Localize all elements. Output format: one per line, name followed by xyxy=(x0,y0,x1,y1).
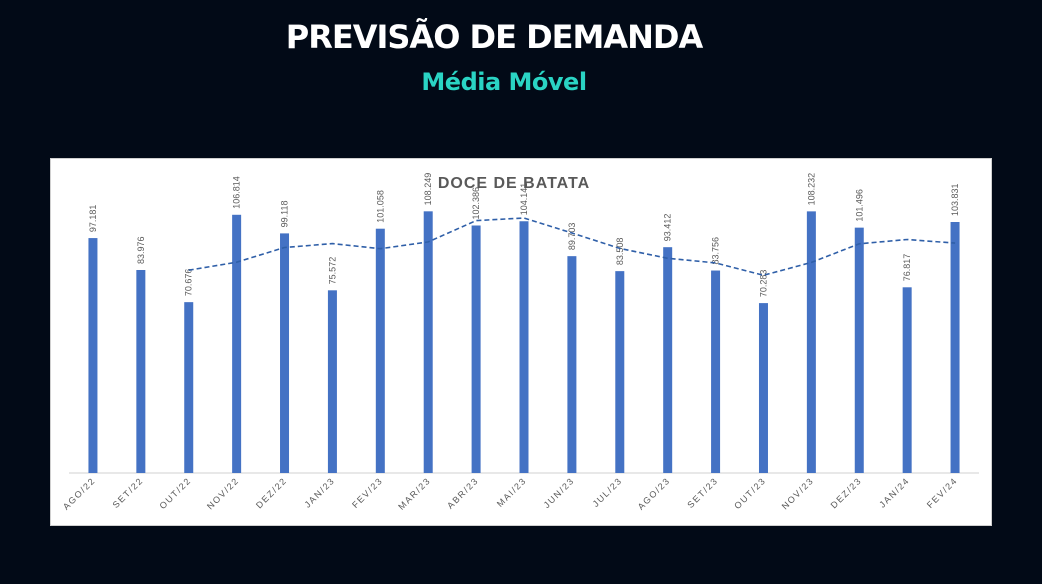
data-label: 99.118 xyxy=(280,201,290,228)
data-label: 106.814 xyxy=(232,176,242,209)
x-tick-label: JAN/24 xyxy=(877,475,911,509)
bar-abr-23 xyxy=(471,225,481,473)
moving-average-line xyxy=(188,217,956,277)
x-tick-label: MAR/23 xyxy=(396,475,432,511)
x-tick-label: FEV/23 xyxy=(350,475,385,510)
data-label: 108.232 xyxy=(806,173,816,206)
bar-nov-22 xyxy=(232,214,242,473)
x-tick-label: SET/23 xyxy=(685,475,720,510)
demand-chart: DOCE DE BATATA 97.181 83.976 70.676 106.814… xyxy=(61,173,979,512)
page-title: PREVISÃO DE DEMANDA xyxy=(285,18,703,56)
x-tick-label: OUT/22 xyxy=(157,475,193,511)
x-tick-label: AGO/23 xyxy=(636,475,672,511)
data-label: 103.831 xyxy=(950,183,960,216)
bar-dez-23 xyxy=(854,227,864,473)
data-label: 83.976 xyxy=(136,236,146,264)
x-tick-label: JUN/23 xyxy=(542,475,577,510)
chart-container: DOCE DE BATATA 97.181 83.976 70.676 106.814… xyxy=(50,158,992,526)
x-tick-label: FEV/24 xyxy=(925,475,960,510)
x-tick-label: DEZ/23 xyxy=(829,475,864,510)
page-subtitle: Média Móvel xyxy=(421,68,587,96)
data-label: 70.283 xyxy=(758,270,768,298)
data-label: 83.508 xyxy=(615,238,625,266)
bar-mar-23 xyxy=(423,211,433,473)
bar-nov-23 xyxy=(806,211,816,473)
bar-set-22 xyxy=(136,269,146,473)
bar-mai-23 xyxy=(519,221,529,473)
data-label: 102.386 xyxy=(471,187,481,220)
chart-title: DOCE DE BATATA xyxy=(438,175,590,192)
x-tick-label: DEZ/22 xyxy=(254,475,289,510)
moving-average-series xyxy=(188,217,956,277)
bar-series xyxy=(88,211,960,473)
x-tick-label: JUL/23 xyxy=(591,475,625,509)
x-tick-label: AGO/22 xyxy=(61,475,97,511)
data-label: 83.756 xyxy=(711,237,721,265)
bar-dez-22 xyxy=(280,233,290,473)
data-label: 93.412 xyxy=(663,214,673,242)
data-label: 104.141 xyxy=(519,183,529,216)
bar-out-22 xyxy=(184,302,194,473)
data-label: 76.817 xyxy=(902,254,912,282)
data-label: 101.496 xyxy=(854,189,864,222)
bar-jun-23 xyxy=(567,256,577,473)
bar-fev-23 xyxy=(375,228,385,473)
bar-fev-24 xyxy=(950,221,960,473)
x-tick-labels: AGO/22 SET/22 OUT/22 NOV/22 DEZ/22 JAN/23 FEV/… xyxy=(61,475,960,511)
data-label: 70.676 xyxy=(184,269,194,297)
data-label: 101.058 xyxy=(375,190,385,223)
bar-ago-22 xyxy=(88,238,98,473)
x-tick-label: NOV/23 xyxy=(780,475,816,511)
x-tick-label: NOV/22 xyxy=(205,475,241,511)
bar-out-23 xyxy=(758,303,768,473)
bar-ago-23 xyxy=(663,247,673,473)
bar-set-23 xyxy=(711,270,721,473)
data-label: 108.249 xyxy=(423,173,433,206)
x-tick-label: JAN/23 xyxy=(303,475,337,509)
data-label: 97.181 xyxy=(88,205,98,233)
x-tick-label: SET/22 xyxy=(111,475,146,510)
x-tick-label: OUT/23 xyxy=(732,475,768,511)
x-tick-label: ABR/23 xyxy=(445,475,480,510)
bar-jul-23 xyxy=(615,271,625,473)
x-tick-label: MAI/23 xyxy=(495,475,529,509)
data-labels: 97.181 83.976 70.676 106.814 99.118 75.572 101… xyxy=(88,173,960,297)
data-label: 89.703 xyxy=(567,223,577,251)
bar-jan-23 xyxy=(327,290,337,473)
bar-jan-24 xyxy=(902,287,912,473)
data-label: 75.572 xyxy=(327,257,337,285)
